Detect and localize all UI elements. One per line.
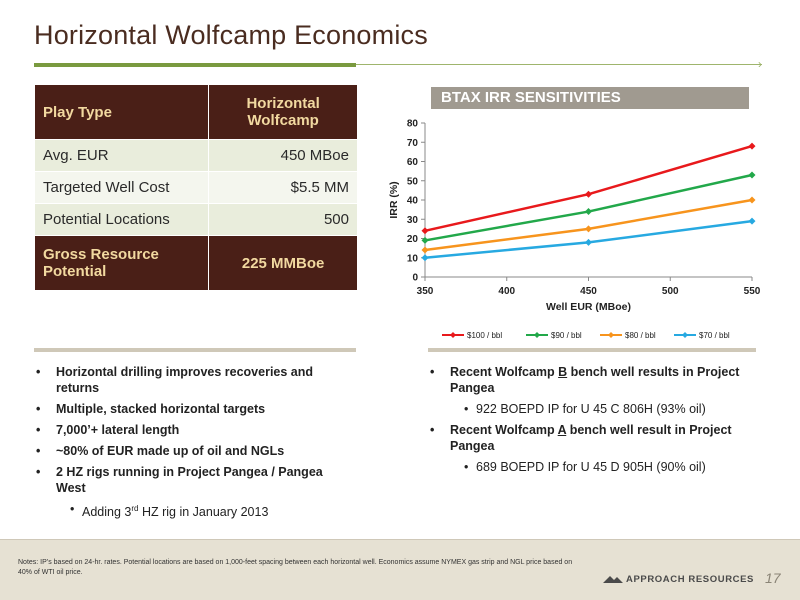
- divider-right: [428, 348, 756, 352]
- table-row: Targeted Well Cost $5.5 MM: [33, 171, 358, 204]
- legend-marker: [608, 332, 614, 338]
- sub-text-pre: Adding 3: [82, 505, 132, 520]
- list-item: Multiple, stacked horizontal targets: [34, 401, 354, 417]
- y-tick-label: 60: [407, 157, 419, 168]
- header-value: Horizontal Wolfcamp: [208, 84, 358, 140]
- text-underlined: B: [558, 365, 568, 379]
- y-tick-label: 0: [412, 273, 418, 284]
- page-title: Horizontal Wolfcamp Economics: [34, 20, 428, 50]
- y-tick-label: 80: [407, 119, 419, 130]
- text-post: bench well results in Project Pangea: [450, 365, 740, 395]
- table-row: Avg. EUR 450 MBoe: [33, 139, 358, 172]
- text-underlined: A: [557, 423, 567, 437]
- data-point: [421, 254, 429, 262]
- footnotes: Notes: IP’s based on 24-hr. rates. Poten…: [18, 559, 573, 576]
- data-point: [748, 142, 756, 150]
- x-tick-label: 450: [580, 286, 597, 297]
- footer-value: 225 MMBoe: [208, 235, 358, 291]
- text-post: bench well result in Project Pangea: [450, 423, 732, 453]
- list-item: Horizontal drilling improves recoveries …: [34, 364, 354, 396]
- data-point: [421, 227, 429, 235]
- sub-text-sup: rd: [131, 504, 139, 513]
- text-pre: Recent Wolfcamp: [450, 365, 559, 379]
- list-item: Recent Wolfcamp A bench well result in P…: [428, 422, 758, 454]
- legend-label: $70 / bbl: [699, 331, 730, 340]
- data-point: [748, 171, 756, 179]
- y-tick-label: 20: [407, 234, 419, 245]
- list-item: 2 HZ rigs running in Project Pangea / Pa…: [34, 464, 354, 496]
- irr-sensitivity-chart: 0 10 20 30 40 50 60 70 80 350 400 450 500 550 Well EUR…: [388, 119, 761, 341]
- y-tick-label: 10: [407, 253, 419, 264]
- series-line: [424, 144, 753, 233]
- chart-title: BTAX IRR SENSITIVITIES: [431, 87, 749, 109]
- title-rule-extension: [356, 64, 762, 65]
- footer-band: [0, 540, 800, 600]
- logo-mark-icon: [603, 576, 623, 583]
- chevron-right-icon: ›: [758, 57, 762, 71]
- row-value: $5.5 MM: [208, 171, 358, 204]
- legend-marker: [682, 332, 688, 338]
- sub-list-item: 922 BOEPD IP for U 45 C 806H (93% oil): [428, 401, 758, 417]
- page-number: 17: [765, 570, 781, 586]
- x-tick-label: 400: [498, 286, 515, 297]
- legend-label: $90 / bbl: [551, 331, 582, 340]
- x-tick-label: 350: [417, 286, 434, 297]
- title-rule: [34, 63, 356, 67]
- company-logo-text: APPROACH RESOURCES: [626, 574, 754, 585]
- y-axis-label: IRR (%): [388, 181, 400, 218]
- list-item: ~80% of EUR made up of oil and NGLs: [34, 443, 354, 459]
- row-value: 500: [208, 203, 358, 236]
- y-tick-label: 50: [407, 176, 419, 187]
- y-tick-label: 70: [407, 138, 419, 149]
- divider-left: [34, 348, 356, 352]
- sub-list-item: Adding 3rd HZ rig in January 2013: [34, 501, 354, 520]
- x-tick-label: 550: [744, 286, 761, 297]
- data-point: [585, 238, 592, 246]
- sub-list-item: 689 BOEPD IP for U 45 D 905H (90% oil): [428, 459, 758, 475]
- row-label: Targeted Well Cost: [33, 171, 210, 204]
- header-label: Play Type: [33, 84, 210, 140]
- data-point: [421, 246, 429, 254]
- legend-marker: [450, 332, 456, 338]
- x-tick-label: 500: [662, 286, 679, 297]
- row-value: 450 MBoe: [208, 139, 358, 172]
- bullet-list-left: Horizontal drilling improves recoveries …: [34, 364, 354, 525]
- table-header-row: Play Type Horizontal Wolfcamp: [33, 84, 358, 140]
- row-label: Avg. EUR: [33, 139, 210, 172]
- text-pre: Recent Wolfcamp: [450, 423, 558, 437]
- row-label: Potential Locations: [33, 203, 210, 236]
- sub-text-post: HZ rig in January 2013: [138, 505, 269, 520]
- data-point: [748, 217, 756, 225]
- list-item: 7,000’+ lateral length: [34, 422, 354, 438]
- footer-rule: [0, 539, 800, 540]
- table-footer-row: Gross Resource Potential 225 MMBoe: [33, 235, 358, 291]
- bullet-list-right: Recent Wolfcamp B bench well results in …: [428, 364, 758, 480]
- x-axis-label: Well EUR (MBoe): [546, 301, 631, 313]
- footer-label: Gross Resource Potential: [33, 235, 210, 291]
- data-point: [748, 196, 756, 204]
- legend-label: $100 / bbl: [467, 331, 502, 340]
- list-item: Recent Wolfcamp B bench well results in …: [428, 364, 758, 396]
- economics-table: Play Type Horizontal Wolfcamp Avg. EUR 4…: [33, 84, 358, 291]
- y-tick-label: 40: [407, 196, 419, 207]
- data-point: [585, 208, 592, 216]
- data-point: [421, 236, 429, 244]
- data-point: [585, 190, 592, 198]
- legend-label: $80 / bbl: [625, 331, 656, 340]
- data-point: [585, 225, 592, 233]
- legend-marker: [534, 332, 540, 338]
- y-tick-label: 30: [407, 215, 419, 226]
- table-row: Potential Locations 500: [33, 203, 358, 236]
